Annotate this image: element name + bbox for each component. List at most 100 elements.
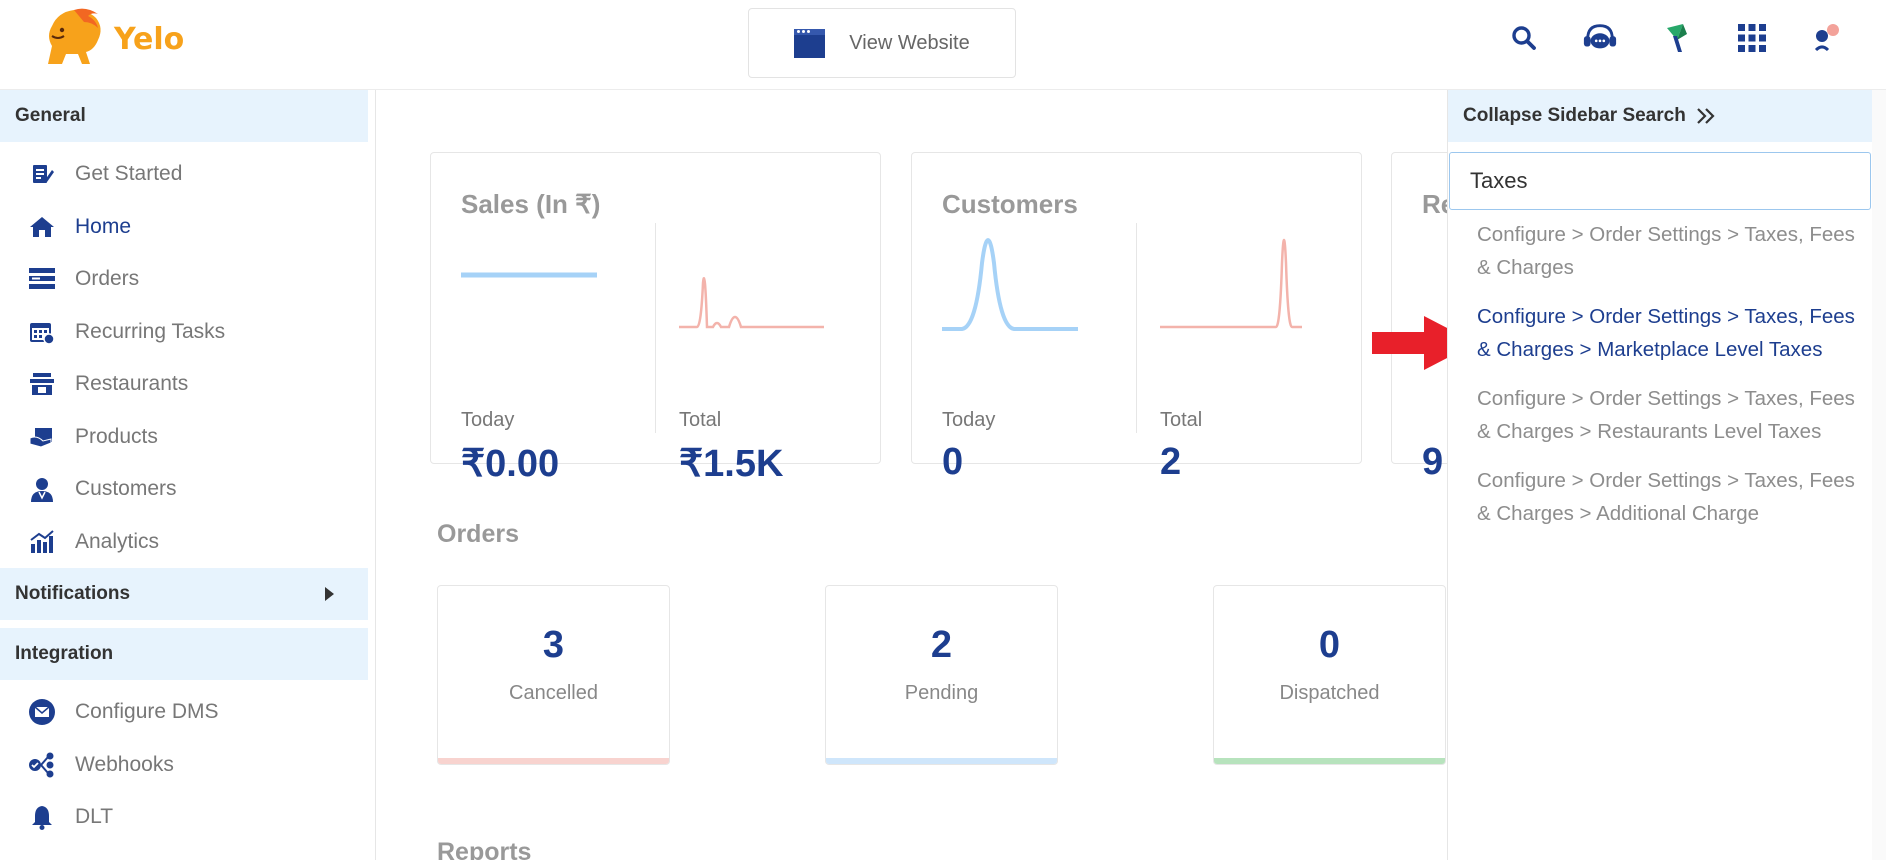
sales-card[interactable]: Sales (In ₹) Today ₹0.00 Total ₹1.5K [430,152,881,485]
orders-section-title: Orders [437,520,519,548]
total-label: Total [679,409,722,431]
sidebar-item-analytics[interactable]: Analytics [0,516,375,569]
today-label: Today [942,409,996,431]
order-status-label: Cancelled [509,682,598,704]
order-status-label: Pending [904,682,979,704]
leaf-app-icon[interactable] [1658,20,1694,56]
total-label: Total [1160,409,1203,431]
order-count: 3 [542,624,565,666]
order-card-cancelled[interactable]: 3 Cancelled [437,585,670,765]
customers-total-sparkline [1160,238,1302,329]
sidebar-item-webhooks[interactable]: Webhooks [0,739,375,792]
customers-card[interactable]: Customers Today 0 Total 2 [911,152,1362,483]
webhooks-icon [28,751,56,779]
search-icon[interactable] [1506,20,1542,56]
sidebar-search-input[interactable] [1449,152,1871,210]
mail-icon [28,698,56,726]
header-icons [1506,20,1846,56]
analytics-icon [28,528,56,556]
sidebar-item-recurring-tasks[interactable]: Recurring Tasks [0,306,375,359]
total-value: 2 [1160,441,1182,483]
search-result-item[interactable]: Configure > Order Settings > Taxes, Fees… [1477,469,1855,525]
third-card[interactable]: Re 9 [1391,152,1447,483]
collapse-sidebar-search-button[interactable]: Collapse Sidebar Search [1448,90,1872,142]
card-divider [655,223,656,433]
sidebar-item-label: Analytics [75,529,160,553]
card-title: Sales (In ₹) [461,189,601,219]
orders-icon [28,265,56,293]
card-title: Customers [942,189,1078,219]
sidebar-item-label: Orders [75,267,140,291]
status-bar [1214,758,1445,764]
view-website-label: View Website [849,31,970,54]
reports-section-title: Reports [437,838,532,860]
sales-total-sparkline [679,277,824,329]
sidebar-item-label: Customers [75,477,177,501]
sidebar-item-customers[interactable]: Customers [0,463,375,516]
section-notifications[interactable]: Notifications [0,568,368,620]
order-card-dispatched[interactable]: 0 Dispatched [1213,585,1446,765]
today-value: 0 [942,441,964,483]
sidebar-item-home[interactable]: Home [0,201,375,254]
order-count: 0 [1318,624,1341,666]
caret-right-icon [325,587,334,601]
sidebar-item-label: DLT [75,805,114,829]
sidebar-item-restaurants[interactable]: Restaurants [0,358,375,411]
lion-logo-icon [48,8,101,64]
sidebar-item-label: Recurring Tasks [75,319,226,343]
search-result-item-highlighted[interactable]: Configure > Order Settings > Taxes, Fees… [1477,305,1855,361]
sidebar-item-label: Configure DMS [75,700,219,724]
section-general[interactable]: General [0,90,368,142]
order-card-pending[interactable]: 2 Pending [825,585,1058,765]
status-bar [438,758,669,764]
sidebar-item-get-started[interactable]: Get Started [0,148,375,201]
today-value: ₹0.00 [461,443,560,485]
sidebar-item-label: Home [75,214,132,238]
card-title: Re [1422,189,1447,219]
store-icon [28,370,56,398]
profile-icon[interactable] [1810,20,1846,56]
sidebar-item-label: Products [75,424,158,448]
bell-icon [28,803,56,831]
customer-icon [28,475,56,503]
browser-window-icon [794,28,826,58]
order-status-label: Dispatched [1279,682,1380,704]
section-notifications-label: Notifications [15,583,131,604]
main-content: Sales (In ₹) Today ₹0.00 Total ₹1.5K Cus… [377,90,1447,860]
total-value: ₹1.5K [679,443,784,485]
sidebar-search-panel: Collapse Sidebar Search Configure > Orde… [1447,90,1872,860]
view-website-button[interactable]: View Website [748,8,1016,78]
logo[interactable]: Yelo [38,6,184,68]
sidebar-item-label: Get Started [75,162,183,186]
card-value: 9 [1422,441,1444,483]
search-result-item[interactable]: Configure > Order Settings > Taxes, Fees… [1477,387,1855,443]
sidebar-item-dlt[interactable]: DLT [0,791,375,844]
grid-apps-icon[interactable] [1734,20,1770,56]
collapse-sidebar-search-label: Collapse Sidebar Search [1463,105,1686,126]
home-icon [28,213,56,241]
sidebar-item-orders[interactable]: Orders [0,253,375,306]
sidebar-item-label: Webhooks [75,752,174,776]
logo-text: Yelo [114,21,185,57]
top-header: Yelo View Website [0,0,1886,90]
search-result-item[interactable]: Configure > Order Settings > Taxes, Fees… [1477,223,1855,279]
sidebar-item-label: Restaurants [75,372,189,396]
support-chat-icon[interactable] [1582,20,1618,56]
customers-today-sparkline [942,238,1078,331]
section-general-label: General [15,105,86,126]
double-chevron-right-icon [1696,107,1716,125]
today-label: Today [461,409,515,431]
sales-today-sparkline [461,272,597,278]
sidebar-item-products[interactable]: Products [0,411,375,464]
section-integration[interactable]: Integration [0,628,368,680]
sidebar-item-configure-dms[interactable]: Configure DMS [0,686,375,739]
section-integration-label: Integration [15,643,114,664]
calendar-icon [28,318,56,346]
status-bar [826,758,1057,764]
left-sidebar: General Get Started Home Orders Recurrin… [0,90,376,860]
order-count: 2 [930,624,953,666]
search-results: Configure > Order Settings > Taxes, Fees… [1477,218,1857,546]
products-icon [28,423,56,451]
scrollbar[interactable] [1872,90,1886,860]
get-started-icon [28,160,56,188]
